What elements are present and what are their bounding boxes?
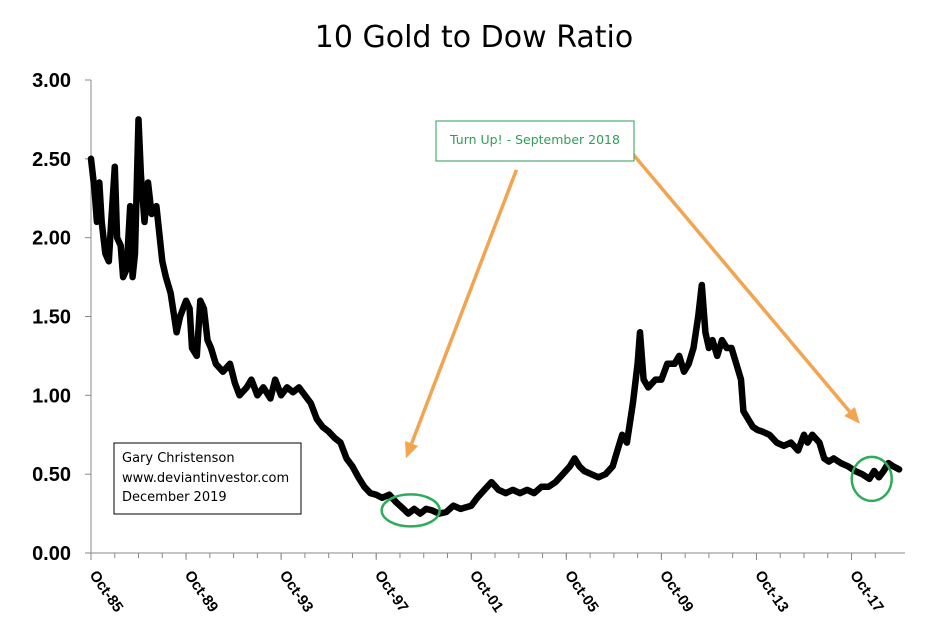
y-tick-label: 0.50: [32, 464, 71, 486]
x-tick-label: Oct-85: [86, 568, 127, 616]
callout-text: Turn Up! - September 2018: [449, 132, 620, 147]
y-tick-label: 3.00: [32, 70, 71, 92]
arrow-head: [844, 406, 860, 424]
series-line-0: [87, 116, 903, 517]
x-tick-label: Oct-05: [561, 568, 602, 616]
credit-box: Gary Christenson www.deviantinvestor.com…: [113, 442, 302, 515]
x-tick-label: Oct-09: [656, 568, 697, 616]
highlight-circles: [380, 455, 893, 528]
series-layer: [87, 116, 903, 517]
chart-title: 10 Gold to Dow Ratio: [315, 20, 633, 55]
y-tick-label: 2.00: [32, 228, 71, 250]
turn-up-callout: Turn Up! - September 2018: [435, 120, 635, 162]
arrow-shaft: [409, 169, 519, 445]
y-tick-label: 1.00: [32, 385, 71, 407]
highlight-circle: [850, 455, 893, 503]
x-tick-label: Oct-89: [181, 568, 222, 616]
arrow-shaft: [619, 138, 851, 413]
arrow-head: [405, 440, 419, 459]
x-tick-label: Oct-97: [371, 568, 412, 616]
y-tick-label: 2.50: [32, 149, 71, 171]
y-axis-ticks: 0.00 0.50 1.00 1.50 2.00 2.50 3.00: [32, 70, 91, 565]
credit-author: Gary Christenson: [122, 451, 235, 466]
callout-border: [435, 120, 635, 162]
annotation-arrows: [405, 138, 860, 459]
y-tick-label: 1.50: [32, 307, 71, 329]
highlight-circle: [380, 493, 441, 528]
x-axis-ticks: Oct-85 Oct-89 Oct-93 Oct-97 Oct-01 Oct-05 Oct-…: [86, 553, 887, 616]
credit-website: www.deviantinvestor.com: [122, 471, 289, 486]
x-tick-label: Oct-01: [466, 568, 507, 616]
y-tick-label: 0.00: [32, 543, 71, 565]
credit-border: [113, 442, 302, 515]
x-tick-label: Oct-13: [751, 568, 792, 616]
x-tick-label: Oct-93: [276, 568, 317, 616]
x-tick-label: Oct-17: [846, 568, 887, 616]
credit-date: December 2019: [122, 490, 227, 505]
